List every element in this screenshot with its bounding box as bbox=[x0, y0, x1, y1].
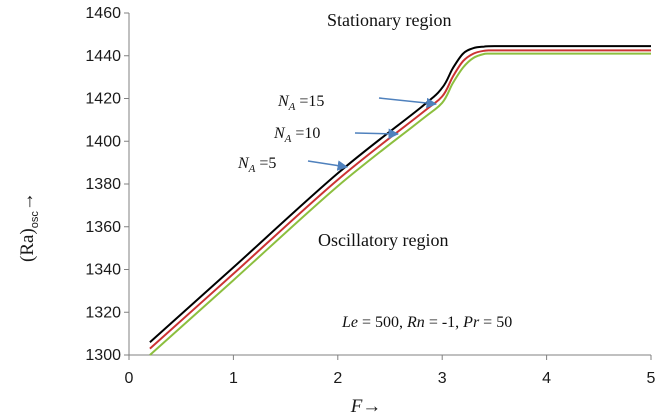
series-label-na5: NA =5 bbox=[237, 155, 276, 175]
y-tick-label: 1400 bbox=[85, 133, 121, 150]
series-label-na5-var: N bbox=[237, 155, 250, 172]
series-label-na5-val: =5 bbox=[255, 155, 276, 172]
x-tick-label: 0 bbox=[125, 370, 134, 387]
y-axis-title-arrow: → bbox=[17, 192, 38, 211]
x-axis-title: F→ bbox=[350, 396, 382, 417]
params-label: Le = 500, Rn = -1, Pr = 50 bbox=[341, 314, 512, 331]
series-label-na15-var: N bbox=[277, 93, 290, 110]
series-label-na10: NA =10 bbox=[273, 125, 320, 145]
y-tick-label: 1420 bbox=[85, 91, 121, 108]
y-axis-title-main: (Ra) bbox=[17, 228, 38, 262]
arrow-na10 bbox=[354, 128, 400, 140]
series-label-na10-val: =10 bbox=[291, 125, 320, 142]
x-ticks: 0 1 2 3 4 5 bbox=[125, 355, 656, 387]
param-pr-val: = 50 bbox=[479, 314, 512, 331]
param-le-val: = 500, bbox=[358, 314, 407, 331]
x-axis-title-text: F→ bbox=[350, 396, 382, 417]
series-label-na10-sub: A bbox=[284, 133, 292, 145]
param-le-var: Le bbox=[341, 314, 358, 331]
series-line-na15 bbox=[149, 45, 651, 343]
x-tick-label: 2 bbox=[333, 370, 342, 387]
series-label-na10-var: N bbox=[273, 125, 286, 142]
param-pr-var: Pr bbox=[462, 314, 480, 331]
y-axis-title-sub: osc bbox=[29, 211, 41, 229]
y-tick-label: 1320 bbox=[85, 304, 121, 321]
y-tick-label: 1340 bbox=[85, 262, 121, 279]
arrow-na15 bbox=[378, 97, 438, 109]
param-rn-var: Rn bbox=[406, 314, 425, 331]
y-tick-label: 1300 bbox=[85, 347, 121, 364]
y-axis-title: (Ra)osc→ bbox=[17, 192, 41, 262]
x-tick-label: 5 bbox=[647, 370, 656, 387]
x-tick-label: 1 bbox=[229, 370, 238, 387]
series-label-na15: NA =15 bbox=[277, 93, 324, 113]
y-tick-label: 1360 bbox=[85, 219, 121, 236]
series-lines bbox=[149, 45, 651, 356]
x-tick-label: 3 bbox=[438, 370, 447, 387]
y-tick-label: 1440 bbox=[85, 48, 121, 65]
y-tick-label: 1460 bbox=[85, 5, 121, 22]
param-rn-val: = -1, bbox=[425, 314, 463, 331]
y-ticks: 1300 1320 1340 1360 1380 1400 1420 1440 1460 bbox=[85, 5, 129, 364]
series-label-na5-sub: A bbox=[248, 163, 256, 175]
series-label-na15-sub: A bbox=[288, 101, 296, 113]
x-tick-label: 4 bbox=[542, 370, 551, 387]
series-line-na10 bbox=[149, 49, 651, 350]
oscillatory-region-label: Oscillatory region bbox=[318, 230, 448, 250]
y-tick-label: 1380 bbox=[85, 176, 121, 193]
stationary-region-label: Stationary region bbox=[327, 10, 451, 30]
series-label-na15-val: =15 bbox=[295, 93, 324, 110]
series-line-na5 bbox=[149, 52, 651, 356]
arrow-na5 bbox=[307, 160, 349, 171]
